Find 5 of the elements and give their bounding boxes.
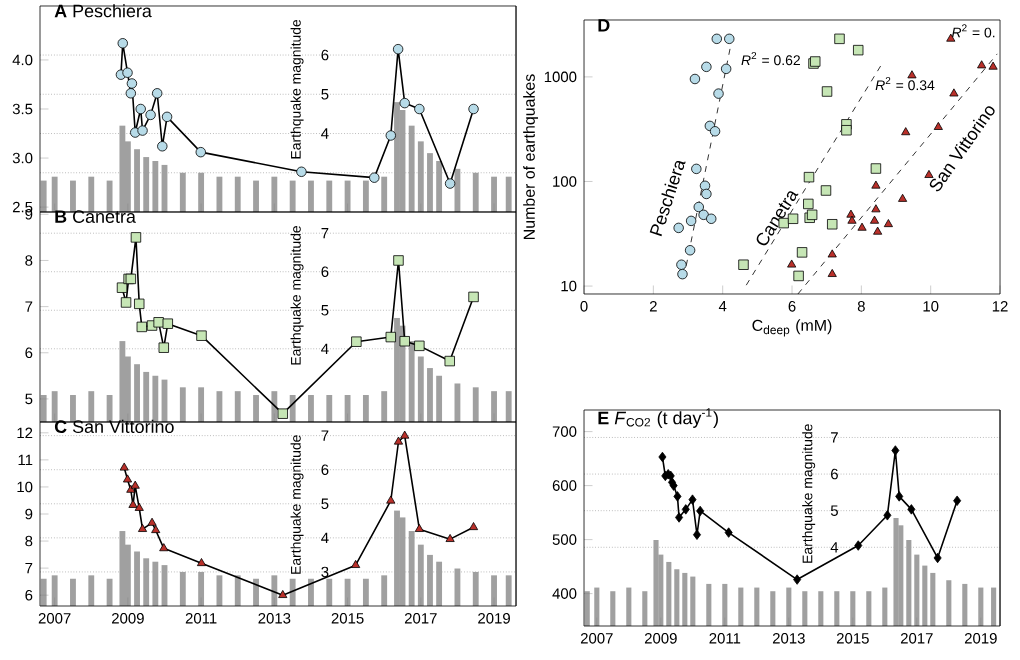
chart-title: C San Vittorino	[54, 419, 174, 434]
chart-title: D	[598, 19, 610, 32]
chart-title: B Canetra	[55, 210, 136, 223]
chart-title: E F$_{CO2}$ (t day$^{-1}$)	[598, 408, 718, 428]
chart-title: A Peschiera	[54, 4, 152, 18]
